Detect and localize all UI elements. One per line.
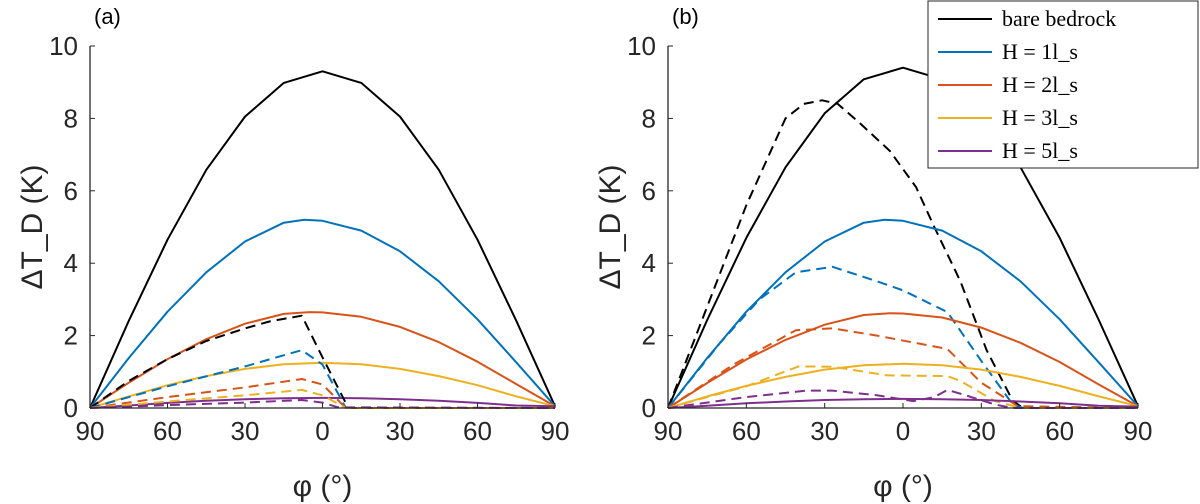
dashed-series-line <box>667 99 1138 409</box>
x-tick-label: 90 <box>76 416 105 446</box>
solid-series-line <box>667 66 1139 409</box>
y-tick-label: 4 <box>64 248 78 278</box>
y-tick-label: 8 <box>642 103 656 133</box>
solid-series-line <box>667 218 1139 409</box>
y-axis-label: ΔT_D (K) <box>16 164 49 289</box>
y-tick-label: 6 <box>64 176 78 206</box>
x-tick-label: 30 <box>386 416 415 446</box>
dashed-series-line <box>89 399 556 409</box>
y-tick-label: 4 <box>642 248 656 278</box>
x-tick-label: 0 <box>315 416 329 446</box>
y-tick-label: 2 <box>64 321 78 351</box>
solid-series-line <box>667 312 1139 409</box>
dashed-series-line <box>667 365 1138 409</box>
dashed-series-line <box>667 388 1138 409</box>
x-tick-label: 0 <box>896 416 910 446</box>
x-tick-label: 90 <box>1124 416 1153 446</box>
y-tick-label: 2 <box>642 321 656 351</box>
dashed-series-line <box>89 314 555 409</box>
x-tick-label: 30 <box>967 416 996 446</box>
dashed-series-line <box>89 378 555 409</box>
legend-entry: bare bedrock <box>1002 6 1116 31</box>
x-tick-label: 90 <box>654 416 683 446</box>
x-axis-label: φ (°) <box>293 470 353 503</box>
dashed-series-line <box>667 327 1139 409</box>
y-tick-label: 10 <box>627 31 656 61</box>
legend: bare bedrock H = 1l_s H = 2l_s H = 3l_s H = … <box>927 0 1199 169</box>
x-tick-label: 60 <box>732 416 761 446</box>
x-tick-label: 90 <box>541 416 570 446</box>
x-tick-label: 60 <box>463 416 492 446</box>
solid-series-line <box>667 362 1139 409</box>
y-tick-label: 0 <box>642 393 656 423</box>
y-tick-label: 10 <box>49 31 78 61</box>
panel-label: (b) <box>672 4 699 29</box>
x-tick-label: 30 <box>231 416 260 446</box>
y-axis-label: ΔT_D (K) <box>594 164 627 289</box>
legend-entry: H = 3l_s <box>1002 105 1078 130</box>
y-tick-label: 0 <box>64 393 78 423</box>
solid-series-line <box>89 396 556 409</box>
x-tick-label: 60 <box>153 416 182 446</box>
x-tick-label: 30 <box>810 416 839 446</box>
y-tick-label: 6 <box>642 176 656 206</box>
x-axis-label: φ (°) <box>873 470 933 503</box>
x-tick-label: 60 <box>1045 416 1074 446</box>
panel-label: (a) <box>94 4 121 29</box>
legend-entry: H = 2l_s <box>1002 72 1078 97</box>
legend-entry: H = 1l_s <box>1002 39 1078 64</box>
solid-series-line <box>89 70 556 409</box>
legend-entry: H = 5l_s <box>1002 138 1078 163</box>
y-tick-label: 8 <box>64 103 78 133</box>
solid-series-line <box>89 361 556 409</box>
dashed-series-line <box>667 265 1138 409</box>
solid-series-line <box>89 218 556 409</box>
